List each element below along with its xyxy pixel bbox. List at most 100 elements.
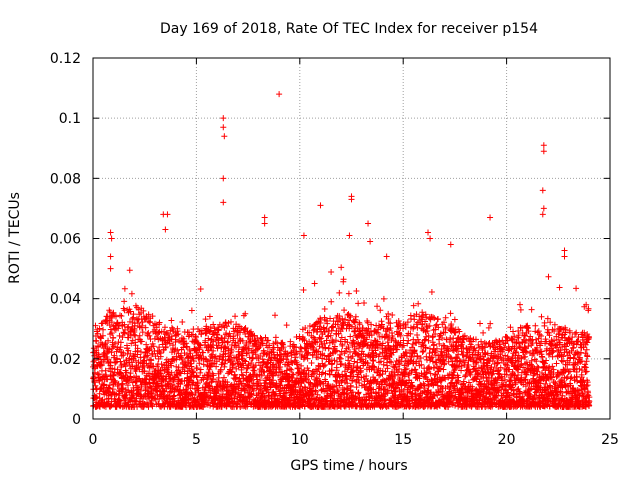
- data-point: [523, 348, 530, 355]
- data-point: [166, 389, 173, 396]
- data-point: [347, 372, 354, 379]
- data-point: [98, 362, 105, 369]
- data-point: [264, 364, 271, 371]
- data-point: [502, 340, 509, 347]
- data-point: [156, 319, 163, 326]
- data-point: [190, 372, 197, 379]
- data-point: [454, 335, 461, 342]
- data-point: [458, 386, 465, 393]
- data-point: [197, 342, 204, 349]
- data-point: [272, 368, 279, 375]
- data-point: [355, 345, 362, 352]
- data-point: [502, 376, 509, 383]
- data-point: [561, 334, 568, 341]
- data-point: [206, 328, 213, 335]
- data-point: [174, 347, 181, 354]
- data-point: [543, 357, 550, 364]
- data-point: [252, 362, 259, 369]
- data-point: [414, 353, 421, 360]
- data-point: [403, 380, 410, 387]
- data-point: [111, 352, 118, 359]
- data-point: [557, 388, 564, 395]
- data-point: [467, 335, 474, 342]
- data-point: [106, 308, 113, 315]
- data-point: [241, 326, 248, 333]
- data-point: [368, 332, 375, 339]
- data-point: [257, 352, 264, 359]
- data-point: [312, 388, 319, 395]
- data-point: [411, 347, 418, 354]
- data-point: [382, 396, 389, 403]
- data-point: [290, 371, 297, 378]
- data-point: [396, 330, 403, 337]
- data-point: [361, 299, 368, 306]
- data-point: [113, 313, 120, 320]
- data-point: [280, 344, 287, 351]
- data-point: [404, 319, 411, 326]
- data-point: [324, 333, 331, 340]
- data-point: [438, 346, 445, 353]
- data-point: [97, 362, 104, 369]
- data-point: [533, 358, 540, 365]
- data-point: [267, 357, 274, 364]
- data-point: [96, 403, 103, 410]
- data-point: [165, 371, 172, 378]
- data-point: [226, 387, 233, 394]
- data-point: [108, 401, 115, 408]
- data-point: [94, 354, 101, 361]
- data-point: [179, 318, 186, 325]
- data-point: [528, 306, 535, 313]
- data-point: [484, 378, 491, 385]
- data-point: [554, 372, 561, 379]
- data-point: [458, 367, 465, 374]
- data-point: [521, 332, 528, 339]
- data-point: [377, 307, 384, 314]
- data-point: [217, 366, 224, 373]
- data-point: [550, 366, 557, 373]
- data-point: [559, 378, 566, 385]
- data-point: [505, 389, 512, 396]
- data-point: [288, 391, 295, 398]
- data-point: [533, 340, 540, 347]
- data-point: [402, 366, 409, 373]
- data-point: [325, 345, 332, 352]
- data-point: [321, 340, 328, 347]
- data-point: [106, 382, 113, 389]
- data-point: [212, 353, 219, 360]
- data-point: [560, 353, 567, 360]
- data-point: [527, 333, 534, 340]
- data-point: [197, 369, 204, 376]
- data-point: [376, 350, 383, 357]
- data-point: [305, 367, 312, 374]
- data-point: [414, 332, 421, 339]
- data-point: [259, 340, 266, 347]
- data-point: [197, 286, 204, 293]
- data-point: [383, 331, 390, 338]
- data-point: [472, 347, 479, 354]
- data-point: [93, 393, 100, 400]
- data-point: [535, 328, 542, 335]
- data-point: [501, 386, 508, 393]
- data-point: [134, 345, 141, 352]
- data-point: [541, 319, 548, 326]
- data-point: [512, 379, 519, 386]
- data-point: [271, 391, 278, 398]
- data-point: [228, 318, 234, 325]
- data-point: [312, 387, 319, 394]
- data-point: [113, 391, 120, 398]
- data-point: [96, 353, 103, 360]
- data-point: [497, 364, 504, 371]
- data-point: [324, 320, 331, 327]
- data-point: [520, 364, 527, 371]
- data-point: [211, 325, 218, 332]
- data-point: [537, 342, 544, 349]
- data-point: [339, 315, 346, 322]
- data-point: [187, 385, 194, 392]
- data-point: [237, 378, 244, 385]
- data-point: [173, 331, 180, 338]
- data-point: [493, 379, 500, 386]
- data-point: [263, 379, 270, 386]
- data-point: [337, 394, 344, 401]
- data-point: [400, 342, 407, 349]
- data-point: [168, 369, 175, 376]
